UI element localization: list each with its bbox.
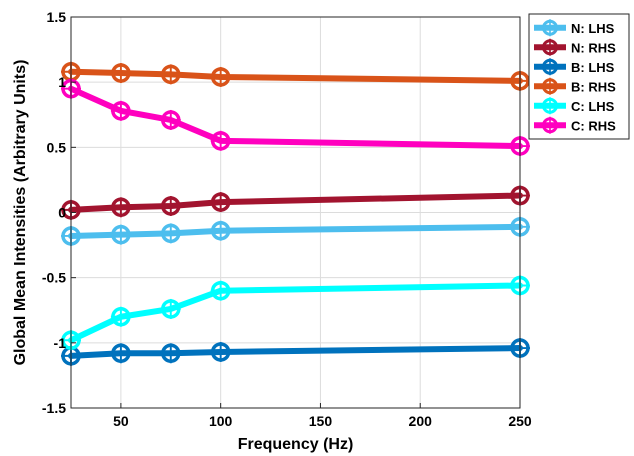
- x-tick-label: 150: [309, 413, 333, 429]
- data-point: [110, 63, 131, 84]
- legend-entry: B: LHS: [534, 58, 615, 76]
- x-axis-title: Frequency (Hz): [238, 436, 354, 453]
- legend-marker: [541, 19, 559, 37]
- data-point: [210, 66, 231, 87]
- y-tick-label: -1: [54, 335, 67, 351]
- data-point: [160, 298, 181, 319]
- legend-marker: [541, 58, 559, 76]
- x-tick-label: 250: [508, 413, 532, 429]
- x-tick-label: 50: [113, 413, 129, 429]
- y-axis-ticks: -1.5 -1 -0.5 0 0.5 1 1.5: [42, 9, 76, 416]
- data-point: [210, 280, 231, 301]
- data-point: [160, 343, 181, 364]
- y-tick-label: 0.5: [47, 139, 67, 155]
- legend-label: N: RHS: [571, 40, 616, 55]
- data-point: [110, 224, 131, 245]
- series-group: [61, 216, 530, 246]
- data-point: [160, 223, 181, 244]
- data-point: [160, 64, 181, 85]
- data-point: [160, 195, 181, 216]
- legend: N: LHS N: RHS B: LHS B: RHS C: LHS C: RHS: [528, 13, 630, 140]
- data-point: [110, 100, 131, 121]
- y-tick-label: -0.5: [42, 270, 66, 286]
- y-tick-label: 1: [58, 74, 66, 90]
- legend-marker: [541, 116, 559, 134]
- legend-label: C: LHS: [571, 99, 615, 114]
- legend-entry: N: LHS: [534, 19, 615, 37]
- legend-entry: C: LHS: [534, 97, 615, 115]
- y-tick-label: 0: [58, 205, 66, 221]
- data-point: [110, 197, 131, 218]
- legend-label: B: LHS: [571, 60, 615, 75]
- legend-label: C: RHS: [571, 118, 616, 133]
- legend-entry: C: RHS: [534, 116, 616, 134]
- legend-marker: [541, 97, 559, 115]
- series-group: [61, 275, 530, 351]
- legend-marker: [541, 38, 559, 56]
- legend-label: B: RHS: [571, 79, 616, 94]
- data-point: [210, 341, 231, 362]
- legend-entry: N: RHS: [534, 38, 616, 56]
- x-axis-ticks: 50 100 150 200 250: [113, 403, 532, 429]
- legend-entry: B: RHS: [534, 77, 616, 95]
- x-tick-label: 100: [209, 413, 233, 429]
- legend-label: N: LHS: [571, 21, 615, 36]
- x-tick-label: 200: [409, 413, 433, 429]
- y-axis-title: Global Mean Intensities (Arbitrary Units…: [12, 60, 29, 366]
- data-point: [160, 109, 181, 130]
- data-point: [210, 130, 231, 151]
- data-point: [110, 306, 131, 327]
- data-point: [210, 192, 231, 213]
- data-point: [210, 220, 231, 241]
- legend-marker: [541, 77, 559, 95]
- legend-box: [528, 13, 630, 140]
- data-point: [110, 343, 131, 364]
- y-tick-label: -1.5: [42, 400, 66, 416]
- y-tick-label: 1.5: [47, 9, 67, 25]
